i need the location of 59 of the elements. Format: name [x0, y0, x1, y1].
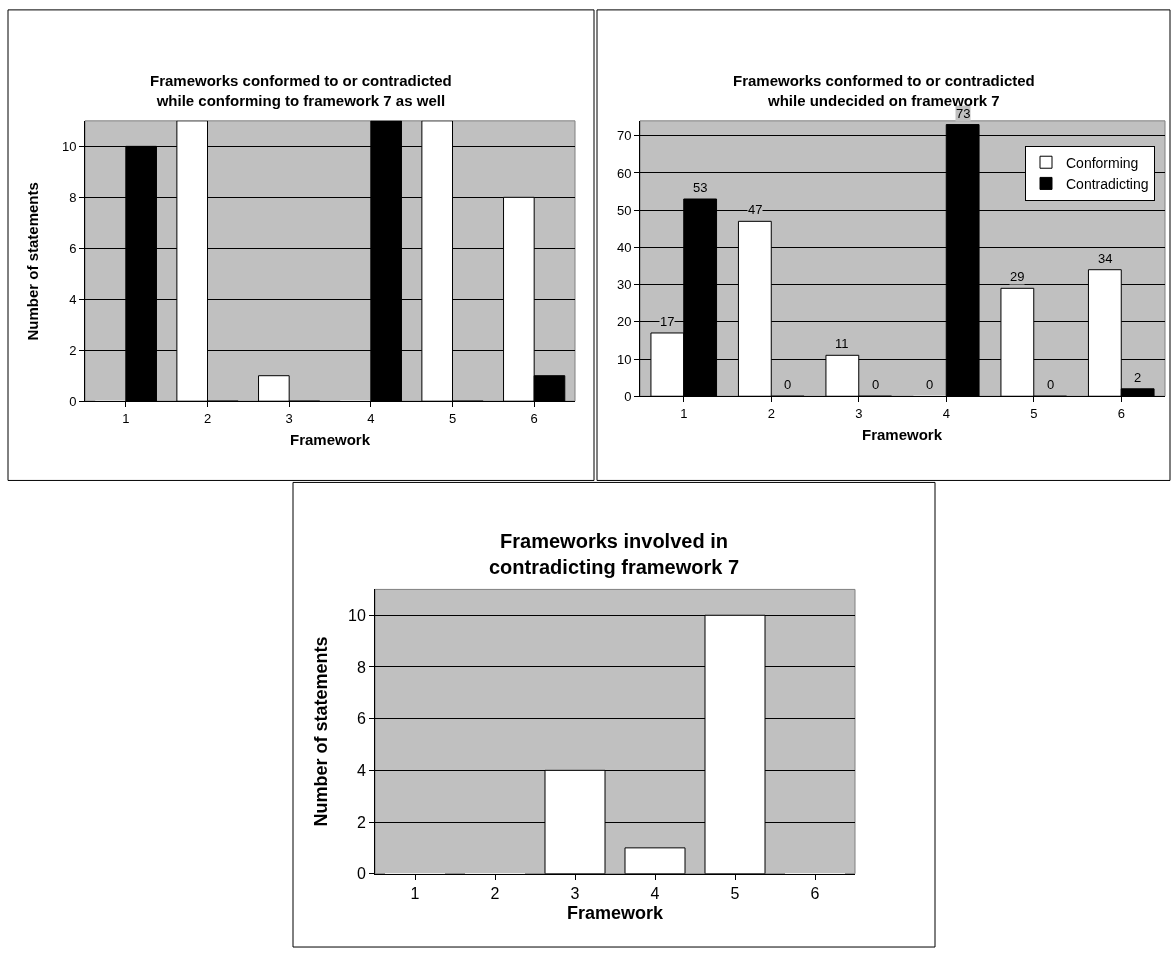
y-tick-label: 2: [356, 813, 366, 831]
x-tick-label: 5: [730, 884, 740, 902]
y-tick-label: 8: [356, 658, 366, 676]
x-tick-label: 3: [570, 884, 580, 902]
y-tick-label: 10: [616, 351, 632, 367]
data-label: 34: [1098, 251, 1113, 266]
x-axis-title: Framework: [290, 431, 371, 448]
y-tick-label: 10: [348, 606, 366, 624]
data-label: 0: [784, 377, 792, 392]
y-tick-label: 4: [69, 291, 77, 307]
x-tick-label: 2: [203, 410, 212, 426]
data-label: 2: [1134, 370, 1142, 385]
chart-title: Frameworks involved in contradicting framework 7: [489, 530, 740, 578]
data-label: 29: [1010, 269, 1025, 284]
x-tick-label: 2: [767, 405, 775, 421]
x-tick-label: 5: [1030, 405, 1038, 421]
x-tick-label: 1: [410, 884, 420, 902]
y-tick-label: 6: [69, 240, 77, 256]
x-tick-label: 3: [285, 410, 293, 426]
legend-label: Conforming: [1066, 154, 1139, 171]
y-tick-label: 50: [616, 202, 632, 218]
y-tick-label: 6: [356, 710, 366, 728]
data-label: 0: [926, 377, 934, 392]
y-tick-label: 0: [69, 393, 77, 409]
x-tick-label: 5: [448, 410, 457, 426]
y-tick-label: 2: [69, 342, 77, 358]
x-tick-label: 6: [530, 410, 538, 426]
data-label: 73: [956, 106, 971, 121]
y-tick-label: 20: [616, 314, 632, 330]
y-tick-label: 4: [356, 761, 366, 779]
data-label: 53: [693, 180, 708, 195]
y-tick-label: 0: [624, 388, 632, 404]
x-tick-label: 6: [810, 884, 820, 902]
y-axis-title: Number of statements: [311, 636, 332, 827]
x-tick-label: 1: [680, 405, 688, 421]
x-tick-label: 6: [1117, 405, 1125, 421]
data-label: 47: [748, 202, 763, 217]
data-label: 17: [660, 314, 675, 329]
y-tick-label: 10: [61, 138, 77, 154]
y-axis-title: Number of statements: [24, 182, 42, 341]
data-label: 11: [835, 336, 849, 351]
data-label: 0: [1047, 377, 1055, 392]
x-tick-label: 4: [942, 405, 950, 421]
chart-title: Frameworks conformed to or contradicted while conforming to framework 7 as well: [150, 72, 452, 109]
y-tick-label: 40: [616, 239, 632, 255]
x-tick-label: 3: [855, 405, 863, 421]
x-axis-title: Framework: [567, 903, 665, 923]
x-tick-label: 4: [650, 884, 660, 902]
x-axis-title: Framework: [862, 426, 943, 443]
x-tick-label: 1: [122, 410, 130, 426]
y-tick-label: 70: [616, 128, 632, 144]
legend-label: Contradicting: [1066, 175, 1149, 192]
y-tick-label: 8: [69, 189, 77, 205]
y-tick-label: 0: [356, 865, 366, 883]
chart-title: Frameworks conformed to or contradicted while undecided on framework 7: [733, 72, 1035, 109]
y-tick-label: 30: [616, 277, 632, 293]
data-label: 0: [872, 377, 880, 392]
x-tick-label: 2: [490, 884, 500, 902]
y-tick-label: 60: [616, 165, 632, 181]
